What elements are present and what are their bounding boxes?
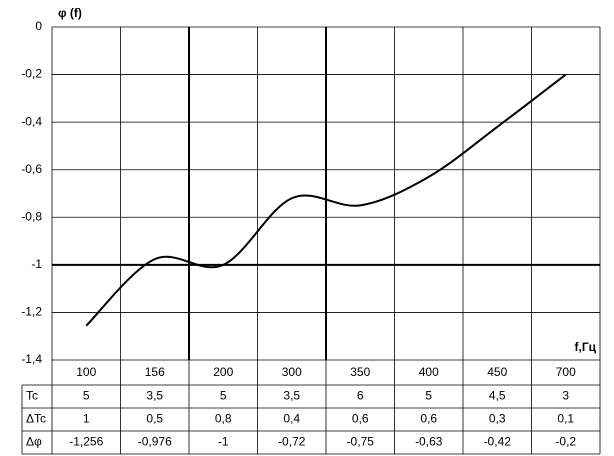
x-tick-label: 200 xyxy=(213,365,233,379)
y-tick-label: -0,8 xyxy=(21,209,42,223)
table-cell: -1,256 xyxy=(69,435,103,449)
table-cell: 3,5 xyxy=(283,389,300,403)
x-axis-label: f,Гц xyxy=(574,340,596,354)
table-cell: 0,6 xyxy=(420,412,437,426)
table-cell: 0,3 xyxy=(489,412,506,426)
y-tick-label: -1 xyxy=(31,257,42,271)
table-cell: 1 xyxy=(83,412,90,426)
row-header: Δφ xyxy=(26,435,42,449)
y-tick-label: 0 xyxy=(35,19,42,33)
table-cell: 0,1 xyxy=(557,412,574,426)
table-cell: -0,63 xyxy=(415,435,443,449)
table-cell: -0,976 xyxy=(138,435,172,449)
table-cell: -0,42 xyxy=(484,435,512,449)
table-cell: 0,6 xyxy=(352,412,369,426)
y-tick-label: -0,2 xyxy=(21,67,42,81)
table-cell: 3 xyxy=(562,389,569,403)
table-cell: -1 xyxy=(218,435,229,449)
table-cell: 5 xyxy=(220,389,227,403)
table-cell: 0,5 xyxy=(146,412,163,426)
x-tick-label: 100 xyxy=(76,365,96,379)
table-cell: -0,72 xyxy=(278,435,306,449)
y-axis-label: φ (f) xyxy=(58,6,82,20)
y-tick-label: -1,2 xyxy=(21,305,42,319)
x-tick-label: 700 xyxy=(556,365,576,379)
line xyxy=(85,73,567,327)
x-tick-label: 300 xyxy=(282,365,302,379)
table-cell: 5 xyxy=(83,389,90,403)
x-tick-label: 350 xyxy=(350,365,370,379)
table-cell: 5 xyxy=(425,389,432,403)
table-cell: 6 xyxy=(357,389,364,403)
table-cell: 3,5 xyxy=(146,389,163,403)
row-header: Tc xyxy=(26,389,38,403)
row-header: ΔTc xyxy=(26,412,46,426)
y-tick-label: -1,4 xyxy=(21,352,42,366)
table-cell: 0,8 xyxy=(215,412,232,426)
y-tick-label: -0,4 xyxy=(21,114,42,128)
table-cell: 4,5 xyxy=(489,389,506,403)
table-cell: -0,2 xyxy=(555,435,576,449)
x-tick-label: 450 xyxy=(487,365,507,379)
table-cell: 0,4 xyxy=(283,412,300,426)
table-cell: -0,75 xyxy=(347,435,375,449)
x-tick-label: 156 xyxy=(145,365,165,379)
y-tick-label: -0,6 xyxy=(21,162,42,176)
x-tick-label: 400 xyxy=(419,365,439,379)
